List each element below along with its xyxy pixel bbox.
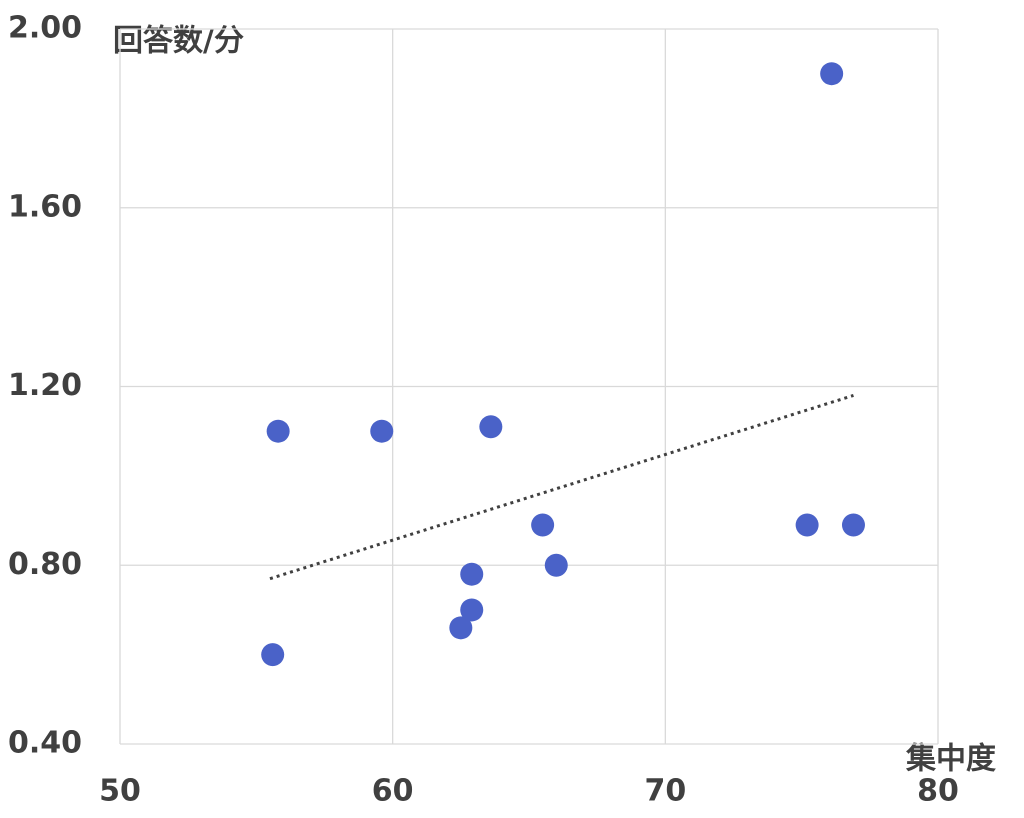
y-tick-label: 2.00 bbox=[8, 11, 82, 46]
x-axis-title: 集中度 bbox=[905, 742, 996, 777]
point bbox=[841, 513, 865, 537]
y-tick-label: 0.80 bbox=[8, 547, 82, 582]
point bbox=[261, 643, 285, 667]
point bbox=[460, 598, 484, 622]
point bbox=[370, 419, 394, 443]
point bbox=[449, 616, 473, 640]
point bbox=[820, 62, 844, 86]
point bbox=[531, 513, 555, 537]
point bbox=[266, 419, 290, 443]
x-tick-label: 80 bbox=[917, 774, 959, 809]
x-tick-label: 50 bbox=[99, 774, 141, 809]
y-tick-label: 1.60 bbox=[8, 189, 82, 224]
x-tick-label: 70 bbox=[644, 774, 686, 809]
point bbox=[479, 415, 503, 439]
point bbox=[460, 562, 484, 586]
point bbox=[544, 553, 568, 577]
x-tick-label: 60 bbox=[372, 774, 414, 809]
point bbox=[795, 513, 819, 537]
trendline bbox=[269, 394, 854, 581]
y-tick-label: 0.40 bbox=[8, 726, 82, 761]
y-tick-label: 1.20 bbox=[8, 368, 82, 403]
